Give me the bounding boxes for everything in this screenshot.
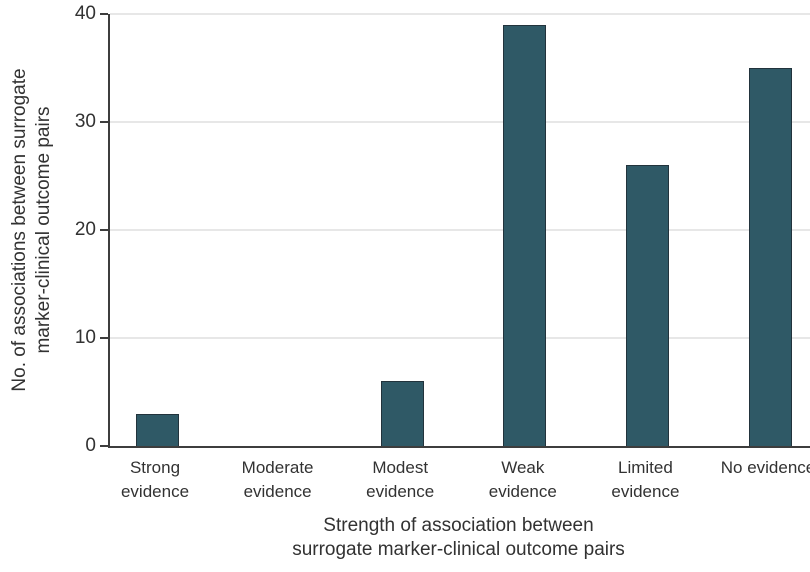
y-tick-label-0: 0 — [85, 435, 96, 456]
y-tick-label-10: 10 — [74, 327, 96, 348]
y-tick-label-30: 30 — [74, 111, 96, 132]
x-category-label-limited-evidence: Limited evidence — [611, 458, 680, 501]
gridline-y-20 — [110, 229, 810, 231]
y-tick-mark-0 — [100, 445, 108, 447]
y-tick-mark-20 — [100, 229, 108, 231]
x-axis-labels: Strong evidence Moderate evidence Modest e… — [0, 456, 810, 506]
y-tick-mark-40 — [100, 13, 108, 15]
plot-area: 0 10 20 30 40 — [75, 3, 810, 456]
x-category-label-strong-evidence: Strong evidence — [120, 458, 190, 501]
y-tick-label-40: 40 — [74, 3, 96, 24]
bar-limited-evidence — [625, 165, 669, 446]
x-axis-title: Strength of association between surrogat… — [292, 515, 625, 560]
y-tick-mark-10 — [100, 337, 108, 339]
bar-no-evidence — [748, 68, 792, 446]
x-category-label-moderate-evidence: Moderate evidence — [241, 458, 314, 501]
y-tick-mark-30 — [100, 121, 108, 123]
x-category-label-no-evidence: No evidence — [720, 458, 810, 477]
bar-weak-evidence — [503, 25, 547, 446]
gridline-y-10 — [110, 337, 810, 339]
bar-modest-evidence — [380, 381, 424, 446]
x-category-label-modest-evidence: Modest evidence — [366, 458, 435, 501]
x-category-label-weak-evidence: Weak evidence — [488, 458, 557, 501]
bar-strong-evidence — [135, 414, 179, 446]
y-tick-label-20: 20 — [74, 219, 96, 240]
gridline-y-40 — [110, 13, 810, 15]
gridline-y-30 — [110, 121, 810, 123]
